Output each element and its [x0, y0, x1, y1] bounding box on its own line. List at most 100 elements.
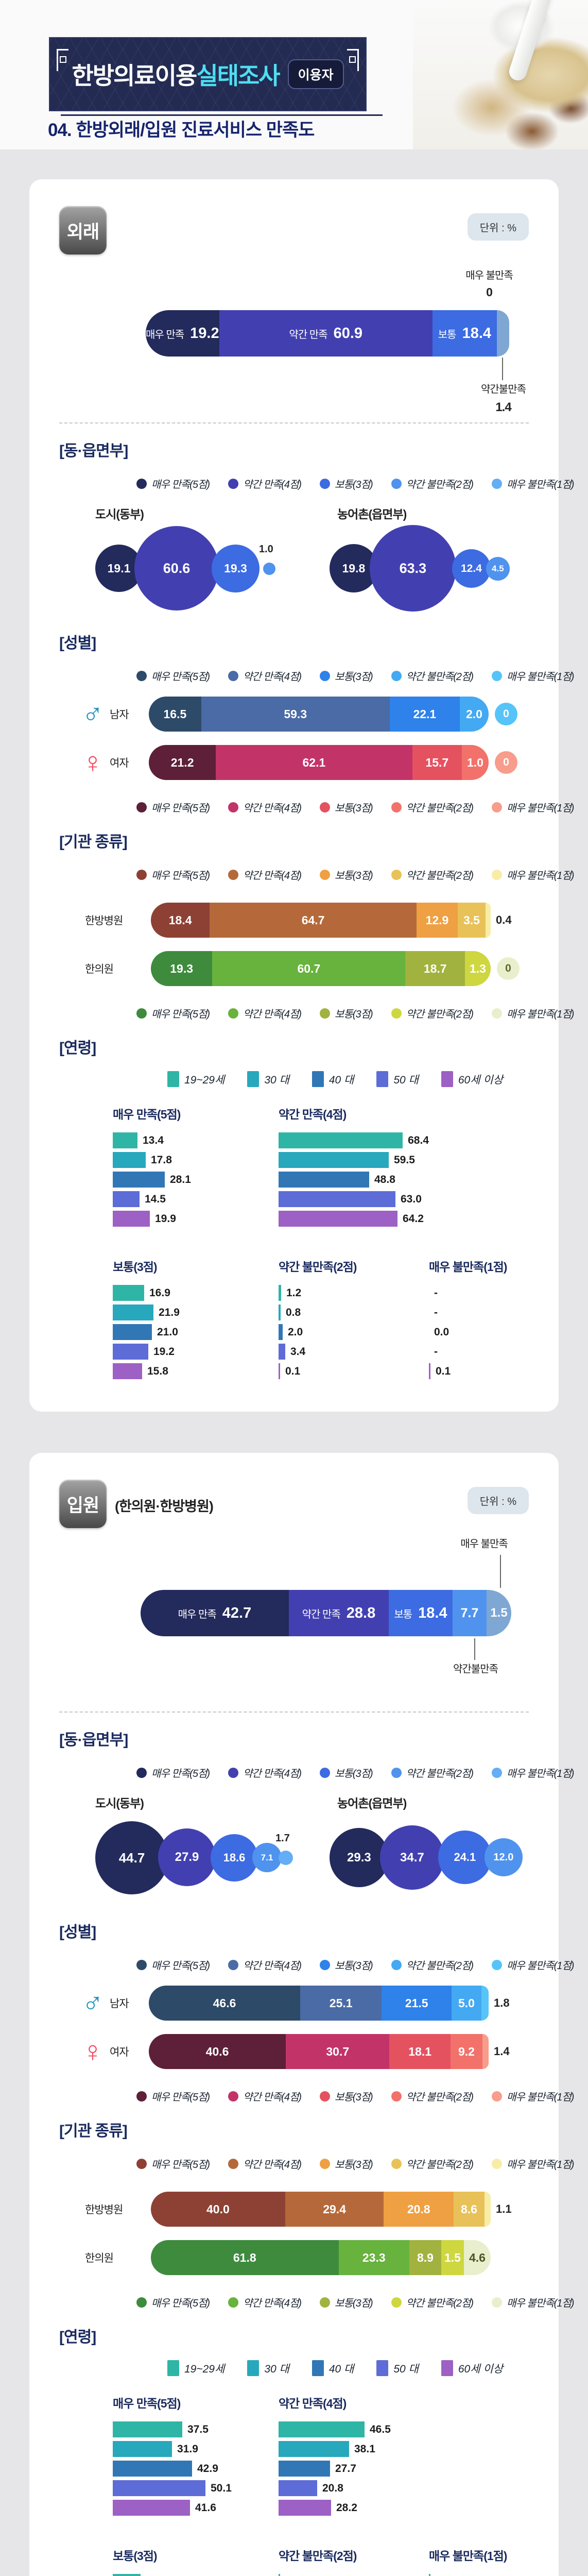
- legend-dot: [492, 670, 503, 681]
- herbs-photo: [413, 0, 588, 149]
- legend-dot: [136, 2091, 147, 2102]
- male-bar-row: ♂ 남자 46.6 25.1 21.5 5.0 1.8: [78, 1986, 529, 2021]
- segment: 3.5: [458, 903, 486, 938]
- bubble: 12.0: [484, 1838, 523, 1876]
- legend-dot: [320, 802, 330, 812]
- inpatient-overview-chart: 매우 불만족 매우 만족 42.7 약간 만족 28.8 보통 18.4 7.7 1.…: [59, 1528, 529, 1698]
- legend-dot: [136, 2158, 147, 2169]
- legend-dot: [136, 1767, 147, 1778]
- legend-square: [376, 2360, 389, 2376]
- segment: 21.2: [149, 745, 216, 780]
- bubble: 7.1: [252, 1843, 282, 1872]
- male-icon: ♂: [82, 698, 103, 730]
- legend-dot: [320, 1959, 330, 1970]
- scale-legend-orange: 매우 만족(5점) 약간 만족(4점) 보통(3점) 약간 불만족(2점) 매우…: [136, 2156, 574, 2171]
- legend-dot: [492, 2297, 503, 2308]
- segment-very-satisfied: 매우 만족 42.7: [141, 1590, 289, 1636]
- legend-square: [312, 1071, 324, 1087]
- male-label: 남자: [110, 709, 129, 721]
- banner-corner-ornament-right: [345, 49, 359, 73]
- legend-dot: [136, 2297, 147, 2308]
- haniwon-row: 한의원 61.8 23.3 8.9 1.5 4.6: [78, 2240, 529, 2275]
- bubble-value-note: 1.7: [275, 1833, 290, 1844]
- hanbang-hospital-row: 한방병원 40.0 29.4 20.8 8.6 1.1: [78, 2192, 529, 2227]
- bubble: 19.3: [212, 545, 260, 592]
- segment-neutral: 보통 18.4: [388, 1590, 453, 1636]
- rural-label: 농어촌(읍면부): [337, 507, 407, 521]
- segment: 18.4: [151, 903, 210, 938]
- segment: 8.9: [409, 2240, 441, 2275]
- section-institution-heading: [기관 종류]: [59, 2123, 128, 2140]
- legend-dot: [391, 869, 402, 880]
- row-label: 한방병원: [85, 915, 123, 927]
- legend-dot: [492, 1008, 503, 1019]
- legend-dot: [136, 670, 147, 681]
- legend-square: [167, 2360, 179, 2376]
- male-stacked-bar: 46.6 25.1 21.5 5.0: [149, 1986, 489, 2021]
- very-dissatisfied-callout: 매우 불만족 0: [465, 270, 513, 299]
- legend-dot: [320, 1008, 330, 1019]
- city-label: 도시(동부): [95, 1797, 144, 1810]
- legend-dot: [228, 2297, 238, 2308]
- banner-title-accent: 실태조사: [196, 62, 280, 89]
- institution-stacked-bar: 19.3 60.7 18.7 1.3: [151, 951, 491, 986]
- city-bubbles: 44.7 27.9 18.6 7.1 1.7: [95, 1812, 330, 1905]
- section-gender-heading: [성별]: [59, 1924, 96, 1941]
- divider: [59, 422, 529, 423]
- segment: 59.3: [201, 697, 390, 732]
- segment-sliver: [486, 903, 491, 938]
- legend-dot: [492, 869, 503, 880]
- legend-dot: [391, 2158, 402, 2169]
- row-label: 한방병원: [85, 2204, 123, 2216]
- segment: 40.6: [149, 2034, 286, 2069]
- segment-very-satisfied: 매우 만족 19.2: [146, 310, 219, 357]
- segment: 12.9: [416, 903, 458, 938]
- age-legend: 19~29세 30 대 40 대 50 대 60세 이상: [167, 1071, 529, 1087]
- legend-dot: [320, 869, 330, 880]
- scale-legend-green: 매우 만족(5점) 약간 만족(4점) 보통(3점) 약간 불만족(2점) 매우…: [136, 2295, 574, 2310]
- city-bubbles: 19.1 60.6 19.3 1.0: [95, 523, 330, 616]
- legend-dot: [228, 670, 238, 681]
- banner-title: 한방의료이용실태조사: [72, 62, 280, 89]
- overview-stacked-bar: 매우 만족 19.2 약간 만족 60.9 보통 18.4: [146, 310, 509, 357]
- legend-dot: [391, 670, 402, 681]
- segment: 18.7: [405, 951, 465, 986]
- row-label: 한의원: [85, 2252, 114, 2264]
- legend-dot: [136, 802, 147, 812]
- segment-sliver: [481, 1986, 489, 2021]
- scale-legend-orange: 매우 만족(5점) 약간 만족(4점) 보통(3점) 약간 불만족(2점) 매우…: [136, 867, 574, 882]
- age-chart-somewhat-dissatisfied: 약간 불만족(2점) 0.6 8.7 4.2 8.2 10.6: [279, 2546, 429, 2576]
- segment: 64.7: [210, 903, 417, 938]
- male-bar-row: ♂ 남자 16.5 59.3 22.1 2.0 0: [78, 697, 529, 732]
- age-legend: 19~29세 30 대 40 대 50 대 60세 이상: [167, 2360, 529, 2376]
- female-bar-row: ♀ 여자 40.6 30.7 18.1 9.2 1.4: [78, 2034, 529, 2069]
- legend-dot: [391, 2297, 402, 2308]
- segment: 20.8: [384, 2192, 454, 2227]
- legend-dot: [228, 1767, 238, 1778]
- legend-dot: [320, 1767, 330, 1778]
- scale-legend-blue: 매우 만족(5점) 약간 만족(4점) 보통(3점) 약간 불만족(2점) 매우…: [136, 476, 574, 491]
- age-chart-somewhat-satisfied: 약간 만족(4점) 68.4 59.5 48.8 63.0 64.2: [279, 1105, 429, 1230]
- age-chart-very-dissatisfied: 매우 불만족(1점) 0.5 4.5 0.9 2.0 0.5: [429, 2546, 529, 2576]
- segment: 4.6: [464, 2240, 491, 2275]
- male-label: 남자: [110, 1998, 129, 2010]
- unit-label: 단위 : %: [467, 213, 529, 241]
- slight-dissatisfied-callout: 약간불만족: [453, 1664, 498, 1675]
- rural-bubbles: 19.8 63.3 12.4 4.5: [329, 523, 529, 616]
- age-chart-very-satisfied: 매우 만족(5점) 13.4 17.8 28.1 14.5 19.9: [113, 1105, 279, 1230]
- legend-square: [376, 1071, 389, 1087]
- segment: 9.2: [451, 2034, 482, 2069]
- segment: 61.8: [151, 2240, 339, 2275]
- legend-square: [441, 1071, 453, 1087]
- segment: 2.0: [460, 697, 489, 732]
- legend-dot: [391, 1008, 402, 1019]
- scale-legend-blue: 매우 만족(5점) 약간 만족(4점) 보통(3점) 약간 불만족(2점) 매우…: [136, 1765, 574, 1780]
- legend-dot: [136, 869, 147, 880]
- inpatient-card: 입원 (한의원·한방병원) 단위 : % 매우 불만족 매우 만족 42.7 약간…: [29, 1453, 574, 2576]
- inpatient-subtitle: (한의원·한방병원): [115, 1499, 214, 1514]
- bubble: 29.3: [329, 1828, 389, 1887]
- row-label: 한의원: [85, 963, 114, 975]
- age-chart-very-satisfied: 매우 만족(5점) 37.5 31.9 42.9 50.1 41.6: [113, 2394, 279, 2519]
- very-dissatisfied-circle: 0: [495, 751, 517, 774]
- female-stacked-bar: 21.2 62.1 15.7 1.0: [149, 745, 489, 780]
